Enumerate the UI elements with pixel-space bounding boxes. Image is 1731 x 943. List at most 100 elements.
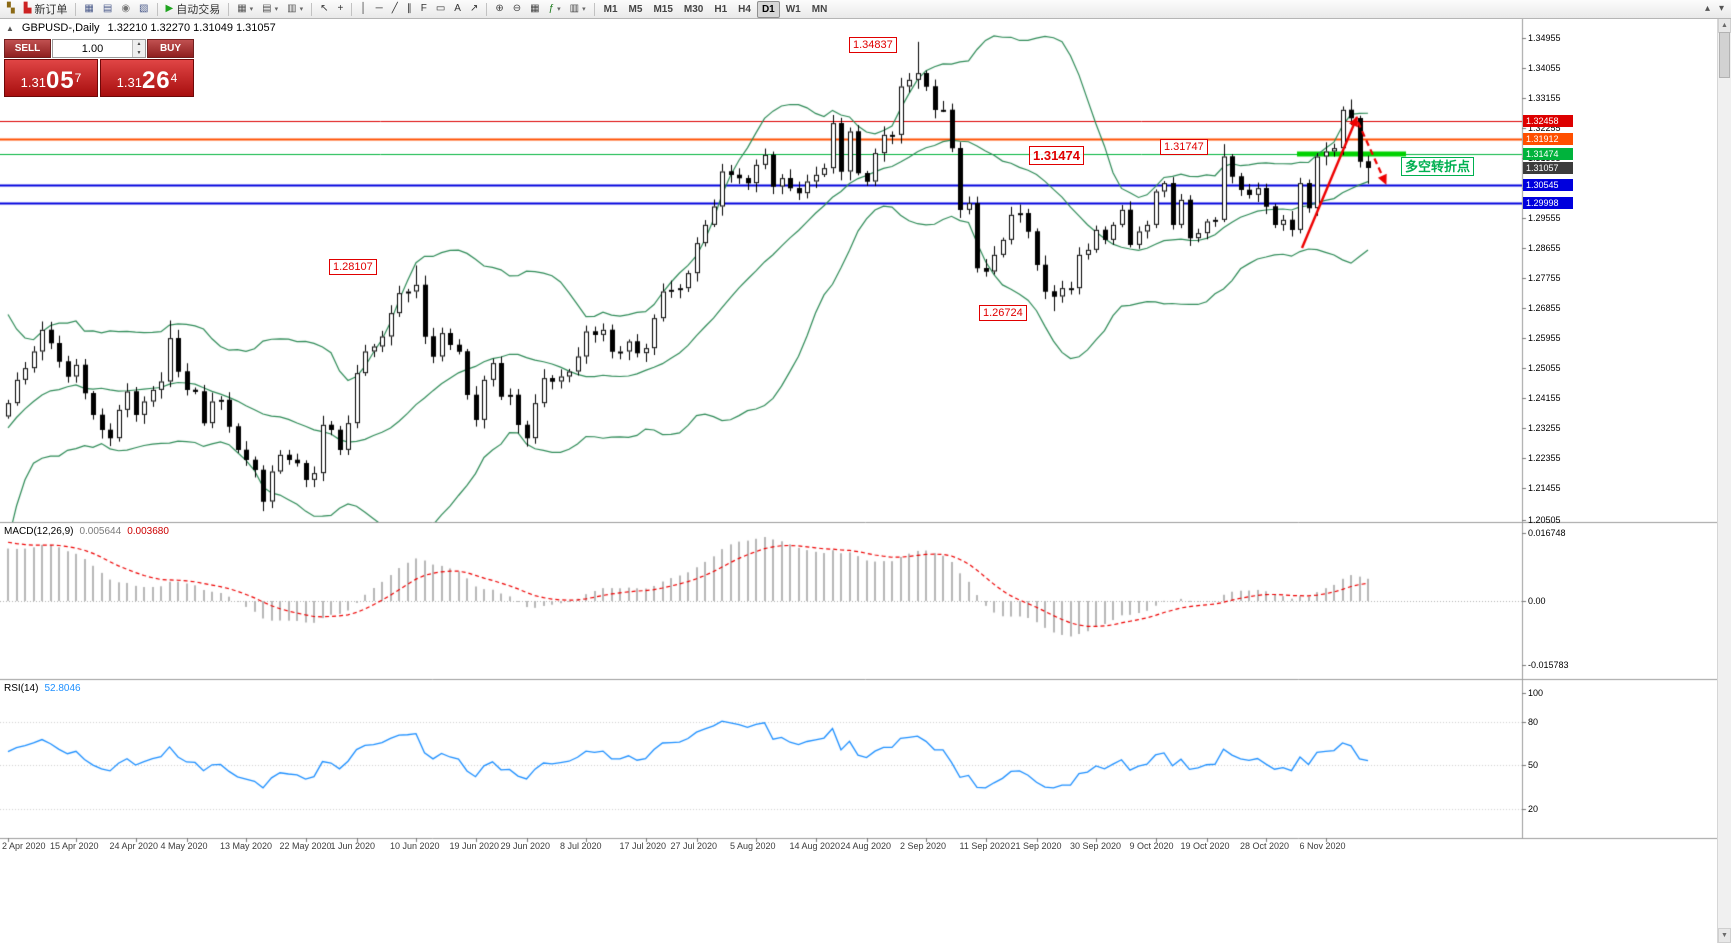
price-tag: 1.29998 — [1523, 197, 1573, 210]
date-label: 11 Sep 2020 — [959, 841, 1010, 851]
timeframe-w1-button[interactable]: W1 — [785, 3, 801, 15]
timeframe-d1-button[interactable]: D1 — [756, 0, 780, 18]
price-tick: 1.29555 — [1528, 212, 1561, 223]
buy-price-button[interactable]: 1.31 26 4 — [100, 59, 194, 97]
macd-axis-tick: 0.016748 — [1528, 528, 1566, 539]
caret-down-icon: ▾ — [557, 6, 561, 13]
volume-step-down-icon[interactable]: ▼ — [133, 48, 145, 57]
macd-axis-tick: -0.015783 — [1528, 659, 1569, 670]
date-label: 8 Jul 2020 — [560, 841, 602, 851]
windows-tile-icon[interactable]: ▦ — [526, 1, 543, 17]
channel-icon[interactable]: ∥ — [403, 1, 416, 17]
symbol-chart-icon[interactable]: ▚ — [3, 1, 19, 17]
toolbar-separator — [75, 2, 77, 16]
zoom-out-icon[interactable]: ⊖ — [509, 1, 525, 17]
main-toolbar: ▚ ▙ 新订单 ▦ ▤ ◉ ▧ ▶ 自动交易 ▦ ▾ ▤ ▾ ▥ ▾ ↖ + │ ─ ╱ ∥ F ▭ A ↗ ⊕ ⊖ ▦ ƒ ▾ ▥ ▾ M1 M… — [0, 0, 1731, 19]
trendline-icon: ╱ — [391, 3, 398, 14]
date-label: 30 Sep 2020 — [1070, 841, 1122, 851]
profile-icon[interactable]: ▤ — [99, 1, 116, 17]
new-order-button-icon: ▙ — [23, 3, 32, 14]
date-label: 24 Aug 2020 — [840, 841, 892, 851]
new-order-button[interactable]: ▙ 新订单 — [20, 1, 72, 17]
charts-grid-icon: ▦ — [84, 3, 94, 14]
text-label-icon[interactable]: A — [450, 1, 465, 17]
timeframe-m15-button[interactable]: M15 — [653, 3, 673, 15]
price-tick: 1.28655 — [1528, 242, 1561, 253]
timeframe-h4-button[interactable]: H4 — [738, 3, 751, 15]
charts-grid-icon[interactable]: ▦ — [80, 1, 97, 17]
date-label: 29 Jun 2020 — [500, 841, 551, 851]
scroll-up-icon[interactable]: ▲ — [1718, 18, 1731, 33]
sell-button[interactable]: SELL — [4, 39, 51, 58]
indicators-icon: ƒ — [548, 3, 555, 14]
price-annotation: 1.34837 — [849, 37, 897, 53]
chart-symbol-period: GBPUSD-,Daily — [21, 22, 100, 34]
periods-combo[interactable]: ▥ ▾ — [566, 1, 590, 17]
date-label: 19 Oct 2020 — [1180, 841, 1230, 851]
scrollbar-thumb[interactable] — [1719, 32, 1730, 78]
vertical-line-icon[interactable]: │ — [356, 1, 370, 17]
toolbar-separator — [311, 2, 313, 16]
sell-price-button[interactable]: 1.31 05 7 — [4, 59, 98, 97]
price-tick: 1.22355 — [1528, 452, 1561, 463]
date-label: 2 Sep 2020 — [900, 841, 947, 851]
volume-step-up-icon[interactable]: ▲ — [133, 40, 145, 49]
timeframe-m30-button[interactable]: M30 — [683, 3, 704, 15]
price-tick: 1.34055 — [1528, 62, 1561, 73]
buy-button[interactable]: BUY — [147, 39, 194, 58]
volume-stepper[interactable]: ▲ ▼ — [132, 40, 145, 57]
toolbar-separator — [228, 2, 230, 16]
one-click-trading-panel: SELL ▲ ▼ BUY 1.31 05 7 1.31 26 4 — [4, 39, 194, 97]
date-label: 1 Jun 2020 — [330, 841, 376, 851]
autotrading-button[interactable]: ▶ 自动交易 — [162, 1, 225, 17]
volume-input[interactable] — [53, 40, 132, 57]
price-tick: 1.27755 — [1528, 272, 1561, 283]
toolbar-overflow-down-icon[interactable]: ▾ — [1715, 1, 1728, 17]
fibonacci-icon[interactable]: F — [417, 1, 431, 17]
shapes-icon[interactable]: ▭ — [432, 1, 449, 17]
price-annotation: 1.31474 — [1029, 146, 1084, 165]
horizontal-line-icon[interactable]: ─ — [372, 1, 387, 17]
alerts-icon[interactable]: ◉ — [117, 1, 134, 17]
price-tick: 1.32255 — [1528, 122, 1561, 133]
toolbar-overflow-down-icon: ▾ — [1718, 3, 1724, 14]
arrow-object-icon[interactable]: ↗ — [466, 1, 482, 17]
timeframe-m1-button[interactable]: M1 — [603, 3, 618, 15]
price-annotation: 1.31747 — [1160, 139, 1208, 155]
price-tag: 1.31474 — [1523, 148, 1573, 161]
date-label: 4 May 2020 — [160, 841, 208, 851]
date-label: 15 Apr 2020 — [50, 841, 99, 851]
toolbar-overflow-up-icon[interactable]: ▴ — [1701, 1, 1714, 17]
macd-signal-value: 0.003680 — [127, 526, 169, 537]
strategy-tester-icon[interactable]: ▧ — [135, 1, 152, 17]
macd-name: MACD(12,26,9) — [4, 526, 74, 537]
macd-pane-label: MACD(12,26,9) 0.005644 0.003680 — [4, 526, 169, 537]
cursor-icon[interactable]: ↖ — [316, 1, 332, 17]
rsi-axis-tick: 50 — [1528, 760, 1539, 771]
chart-ohlc-values: 1.32210 1.32270 1.31049 1.31057 — [107, 22, 276, 34]
zoom-in-icon[interactable]: ⊕ — [491, 1, 507, 17]
timeframe-mn-button[interactable]: MN — [811, 3, 828, 15]
shapes-icon: ▭ — [435, 3, 446, 14]
profiles-combo[interactable]: ▤ ▾ — [258, 1, 282, 17]
templates-combo[interactable]: ▥ ▾ — [283, 1, 307, 17]
toolbar-separator — [486, 2, 488, 16]
price-tick: 1.23255 — [1528, 422, 1561, 433]
date-label: 28 Oct 2020 — [1240, 841, 1290, 851]
price-tick: 1.33155 — [1528, 92, 1561, 103]
timeframe-m5-button[interactable]: M5 — [628, 3, 643, 15]
caret-down-icon: ▾ — [274, 6, 279, 13]
timeframe-h1-button[interactable]: H1 — [714, 3, 728, 15]
trendline-icon[interactable]: ╱ — [388, 1, 402, 17]
chart-type-icon: ▲ — [6, 23, 14, 33]
crosshair-icon[interactable]: + — [334, 1, 348, 17]
scroll-down-icon[interactable]: ▼ — [1718, 928, 1731, 943]
new-chart-combo[interactable]: ▦ ▾ — [233, 1, 257, 17]
volume-box: ▲ ▼ — [52, 39, 146, 58]
profile-icon: ▤ — [102, 3, 113, 14]
text-label-icon: A — [454, 3, 461, 14]
indicators-icon[interactable]: ƒ ▾ — [545, 1, 565, 17]
vertical-scrollbar[interactable]: ▲ ▼ — [1717, 18, 1731, 943]
date-label: 10 Jun 2020 — [390, 841, 440, 851]
